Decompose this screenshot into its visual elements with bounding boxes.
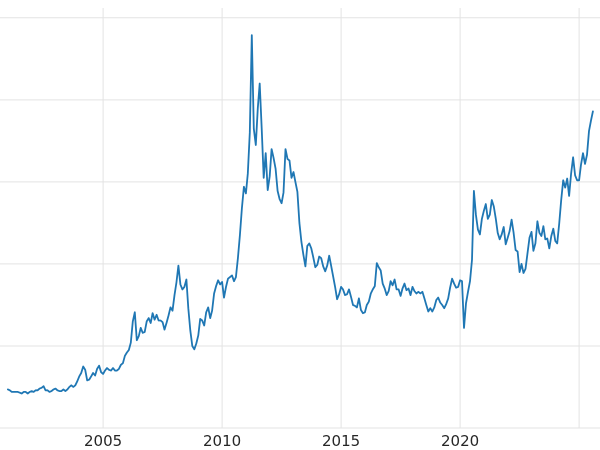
price-line-series — [7, 34, 594, 395]
x-tick-label: 2020 — [441, 432, 479, 450]
x-tick-label: 2015 — [322, 432, 360, 450]
x-tick-label: 2005 — [84, 432, 122, 450]
x-tick-label: 2010 — [203, 432, 241, 450]
gridlines — [0, 8, 600, 429]
series-polyline — [7, 34, 594, 395]
x-axis-tick-labels: 2005 2010 2015 2020 — [84, 432, 479, 450]
